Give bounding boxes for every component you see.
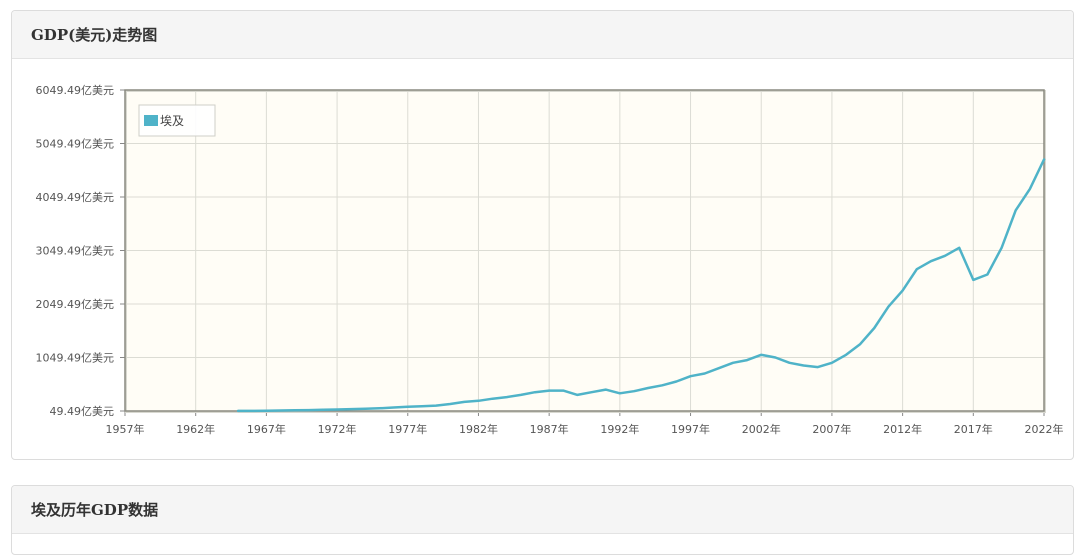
x-tick-label: 1957年 — [106, 422, 145, 436]
gdp-trend-panel: GDP(美元)走势图 1957年 1962年 1967年 1972年 1977年 1982… — [11, 10, 1074, 460]
x-tick-label: 1972年 — [318, 422, 357, 436]
gdp-line-chart: 1957年 1962年 1967年 1972年 1977年 1982年 1987年 1992年… — [36, 84, 1064, 436]
x-tick-label: 1982年 — [459, 422, 498, 436]
legend-label: 埃及 — [160, 114, 184, 128]
x-tick-label: 1987年 — [530, 422, 569, 436]
x-tick-label: 1992年 — [600, 422, 639, 436]
x-tick-label: 2017年 — [954, 422, 993, 436]
y-tick-label: 3049.49亿美元 — [36, 245, 115, 258]
x-tick-label: 2012年 — [883, 422, 922, 436]
y-tick-label: 5049.49亿美元 — [36, 138, 115, 151]
x-tick-label: 2022年 — [1025, 422, 1064, 436]
series-line — [236, 158, 1046, 413]
y-tick-label: 4049.49亿美元 — [36, 191, 115, 204]
x-tick-label: 1967年 — [247, 422, 286, 436]
plot-border — [124, 89, 1045, 412]
x-tick-label: 1997年 — [671, 422, 710, 436]
panel-title: 埃及历年GDP数据 — [31, 501, 159, 519]
panel-header: GDP(美元)走势图 — [12, 11, 1073, 59]
panel-title: GDP(美元)走势图 — [31, 26, 158, 44]
y-tick-label: 2049.49亿美元 — [36, 298, 115, 311]
x-tick-label: 2002年 — [742, 422, 781, 436]
gdp-data-panel: 埃及历年GDP数据 — [11, 485, 1074, 555]
panel-header: 埃及历年GDP数据 — [12, 486, 1073, 534]
y-tick-label: 6049.49亿美元 — [36, 84, 115, 97]
y-tick-label: 49.49亿美元 — [50, 405, 115, 418]
y-tick-label: 1049.49亿美元 — [36, 352, 115, 365]
x-tick-label: 1962年 — [176, 422, 215, 436]
legend-swatch — [144, 115, 158, 126]
plot-border-shadow — [125, 90, 1046, 413]
x-tick-label: 1977年 — [388, 422, 427, 436]
x-tick-label: 2007年 — [812, 422, 851, 436]
